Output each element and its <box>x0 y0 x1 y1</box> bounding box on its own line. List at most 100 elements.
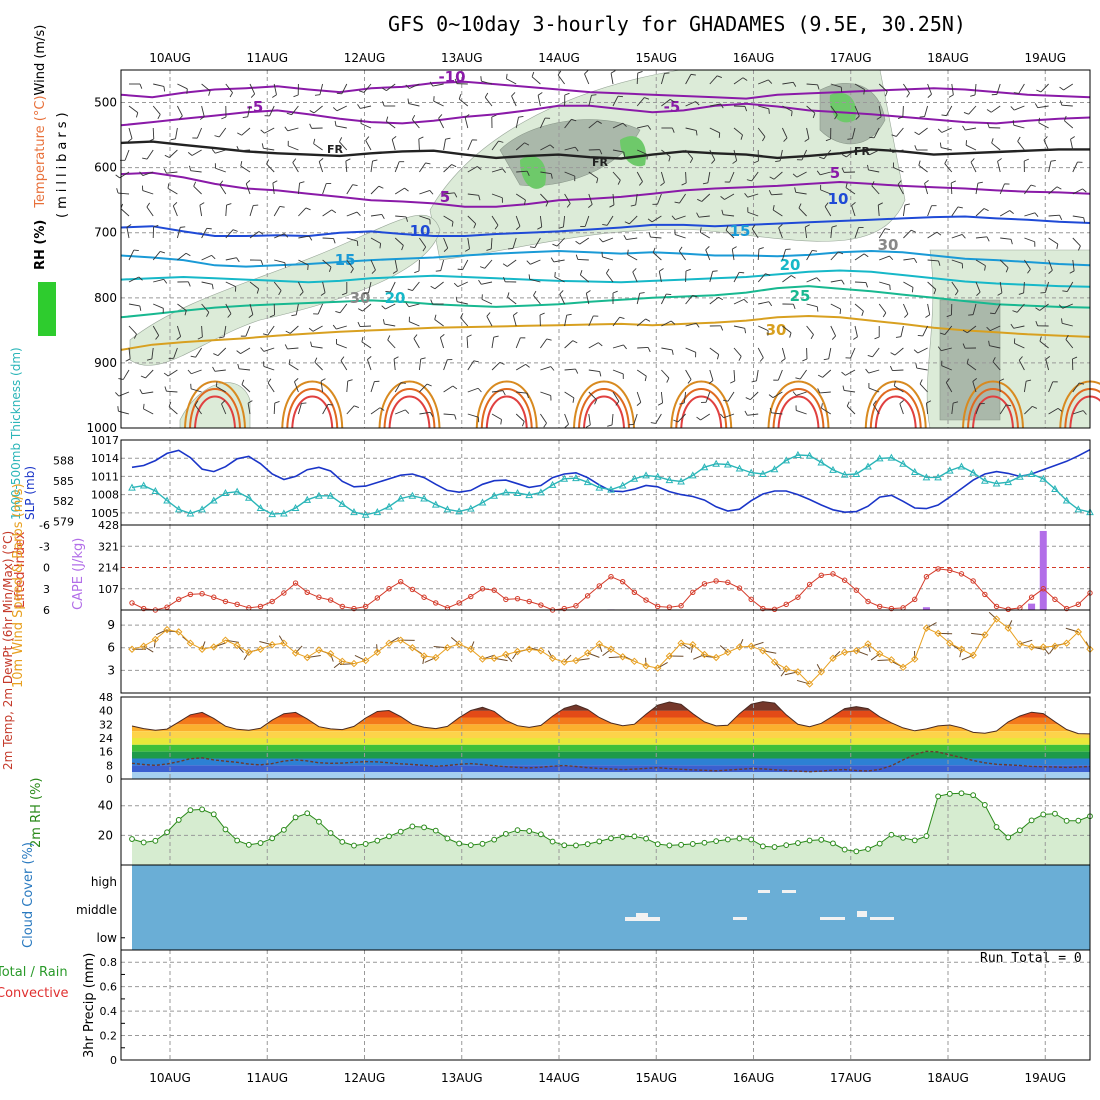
wind-barb-flag <box>571 118 577 122</box>
thickness-point <box>852 469 861 477</box>
wind-barb <box>564 193 571 204</box>
wind-speed-point <box>864 640 872 648</box>
wind-barb <box>298 235 310 239</box>
wind-barb-flag <box>744 328 747 334</box>
wind-barb-flag <box>457 268 463 271</box>
slp-tick-label: 1008 <box>91 489 119 502</box>
wind-barb <box>201 254 212 261</box>
wind-barb <box>370 161 373 173</box>
wind-barb-flag <box>951 180 956 184</box>
wind-barb-flag <box>962 125 966 131</box>
wind-barb <box>345 161 348 173</box>
wind-barb <box>990 105 1001 113</box>
wind-speed-point <box>583 649 592 657</box>
rh-point <box>748 836 755 843</box>
wind-speed-point <box>432 653 440 662</box>
wind-barb <box>871 185 880 195</box>
panel-frame <box>120 949 1091 1061</box>
wind-barb <box>850 347 856 359</box>
precip-tick-label: 0.8 <box>100 956 118 969</box>
wind-barb-flag <box>211 284 214 290</box>
precip-tick-label: 0.2 <box>100 1030 118 1043</box>
wind-barb <box>660 293 667 305</box>
wind-barb <box>126 227 130 239</box>
wind-barb <box>491 413 502 420</box>
rh-point <box>596 838 603 845</box>
wind-barb <box>975 403 981 415</box>
wind-barb <box>152 127 155 140</box>
date-label-top: 13AUG <box>441 51 483 65</box>
thickness-ylabel-text: 1000-500mb Thickness (dm) <box>9 347 23 520</box>
wind-barb-flag <box>758 247 764 250</box>
li-point <box>958 571 965 577</box>
wind-barb <box>249 231 260 239</box>
li-point <box>468 593 474 600</box>
wind-barb-flag <box>356 211 361 217</box>
thickness-point <box>981 476 989 484</box>
wind-barb <box>443 359 448 371</box>
contour-label: 30 <box>766 321 787 339</box>
wind-barb <box>484 259 493 269</box>
wind-barb <box>467 237 470 249</box>
wind-barb-flag <box>539 312 545 316</box>
wind-barb-flag <box>632 268 637 273</box>
wind-barb-flag <box>970 158 975 163</box>
wind-barb-flag <box>876 116 882 120</box>
wind-barb <box>951 403 954 415</box>
pressure-tick-label: 900 <box>94 356 117 370</box>
surface-isotherm <box>383 388 436 429</box>
wind-barb <box>806 250 813 261</box>
wind-barb <box>974 83 977 95</box>
wind-barb-flag <box>984 265 986 271</box>
wind-barb <box>1063 83 1074 91</box>
wind-barb-flag <box>266 159 270 165</box>
wind-barb-flag <box>172 202 178 207</box>
wind-speed-point <box>537 647 545 655</box>
wind-speed-point <box>759 647 767 655</box>
panel-frame <box>120 609 1091 694</box>
wind-barb-flag <box>284 233 289 238</box>
wind-barb-flag <box>435 270 441 272</box>
wind-barb <box>733 369 736 382</box>
wind-barb-flag <box>1006 404 1012 407</box>
wind-barb-flag <box>647 218 653 223</box>
wind-barb-flag <box>1077 245 1081 251</box>
wind-barb <box>685 127 697 131</box>
surface-isotherm <box>772 388 825 429</box>
wind-barb-flag <box>768 108 770 114</box>
wind-barb <box>190 170 202 173</box>
li-point <box>912 596 918 603</box>
wind-barb <box>685 101 696 107</box>
rh-point <box>689 841 696 847</box>
wind-speed-point <box>490 654 498 662</box>
wind-barb-flag <box>164 386 167 392</box>
wind-barb <box>419 411 431 415</box>
wind-barb-flag <box>652 247 656 253</box>
wind-barb <box>432 83 444 87</box>
wind-speed-point <box>805 680 814 688</box>
wind-speed-point <box>899 663 907 672</box>
wind-barb <box>698 215 710 218</box>
wind-barb-flag <box>746 179 752 182</box>
wind-barb <box>610 73 614 85</box>
wind-barb <box>564 391 575 399</box>
thickness-point <box>560 474 569 482</box>
wind-speed-point <box>712 653 720 662</box>
wind-barb-flag <box>711 159 716 164</box>
wind-barb-flag <box>491 114 497 118</box>
wind-barb <box>540 338 548 349</box>
wind-barb-flag <box>237 132 242 136</box>
wind-barb-flag <box>794 187 797 193</box>
wind-barb-flag <box>1043 136 1048 141</box>
date-label-top: 11AUG <box>246 51 288 65</box>
thickness-point <box>478 498 487 506</box>
li-point <box>304 589 310 595</box>
wind-barb <box>1024 184 1032 195</box>
wind-barb <box>457 281 468 288</box>
rh-point <box>316 818 322 825</box>
wind-barb-flag <box>720 413 725 419</box>
wind-barb <box>273 206 281 217</box>
wind-barb <box>413 338 420 349</box>
wind-barb <box>272 183 275 195</box>
li-point <box>771 606 778 612</box>
